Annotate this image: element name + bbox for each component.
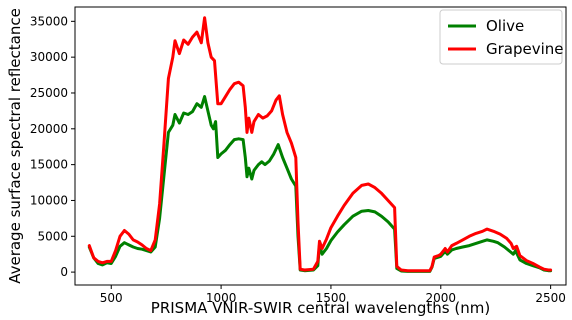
- x-tick-label: 500: [100, 291, 123, 305]
- x-axis: 500 1000 1500 2000 2500: [100, 285, 566, 305]
- legend-label-olive: Olive: [486, 17, 524, 35]
- legend-label-grapevine: Grapevine: [486, 40, 564, 58]
- y-axis-label: Average surface spectral reflectance: [6, 8, 24, 284]
- y-tick-label: 0: [60, 265, 68, 279]
- y-tick-label: 15000: [30, 158, 68, 172]
- y-axis: 0 5000 10000 15000 20000 25000 30000 35000: [30, 14, 75, 279]
- x-axis-label: PRISMA VNIR-SWIR central wavelengths (nm…: [151, 299, 490, 317]
- x-tick-label: 1500: [316, 291, 347, 305]
- y-tick-label: 25000: [30, 86, 68, 100]
- series-line-olive: [87, 95, 553, 273]
- plot-frame: [74, 6, 567, 286]
- legend: Olive Grapevine: [439, 9, 564, 65]
- series-line-grapevine: [87, 16, 553, 273]
- x-tick-label: 1000: [206, 291, 237, 305]
- series-layer: [87, 16, 553, 273]
- x-tick-label: 2000: [426, 291, 457, 305]
- y-tick-label: 30000: [30, 50, 68, 64]
- y-tick-label: 10000: [30, 193, 68, 207]
- y-tick-label: 20000: [30, 122, 68, 136]
- x-tick-label: 2500: [535, 291, 566, 305]
- y-tick-label: 35000: [30, 14, 68, 28]
- y-tick-label: 5000: [37, 229, 68, 243]
